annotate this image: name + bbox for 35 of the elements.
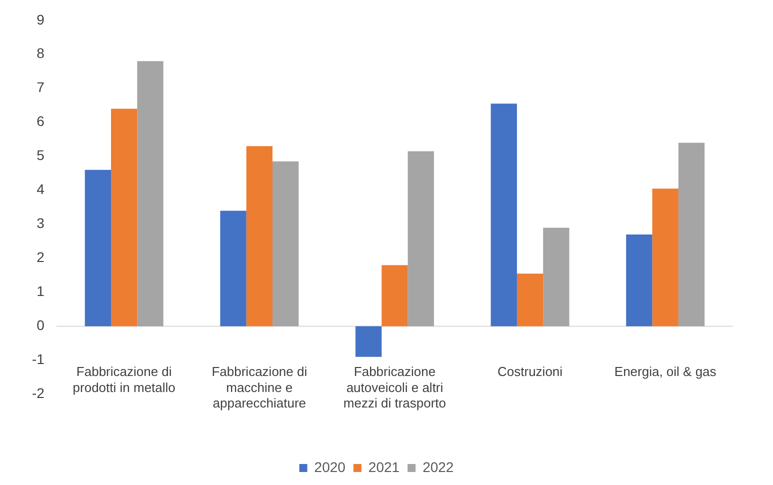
bar bbox=[84, 170, 112, 326]
bar bbox=[111, 108, 138, 326]
bar bbox=[382, 265, 408, 326]
y-tick-label: 7 bbox=[36, 79, 45, 96]
bar bbox=[543, 228, 570, 326]
y-tick-label: 4 bbox=[36, 181, 45, 198]
y-tick-label: -1 bbox=[32, 351, 45, 368]
y-tick-label: 6 bbox=[36, 113, 45, 130]
x-tick-label: Fabbricazione autoveicoli e altri mezzi di trasporto bbox=[343, 364, 446, 410]
x-tick-label: Costruzioni bbox=[498, 364, 563, 380]
bar bbox=[355, 326, 382, 357]
bar bbox=[137, 61, 164, 326]
y-tick-label: 2 bbox=[36, 249, 45, 266]
bar bbox=[220, 210, 246, 326]
bar bbox=[516, 274, 544, 326]
legend-label: 2020 bbox=[314, 458, 346, 475]
y-tick-label: -2 bbox=[32, 385, 45, 402]
y-tick-label: 3 bbox=[36, 215, 45, 232]
x-tick-label: Fabbricazione di macchine e apparecchiature bbox=[212, 364, 308, 410]
y-tick-label: 9 bbox=[36, 11, 45, 28]
x-tick-label: Fabbricazione di prodotti in metallo bbox=[72, 364, 176, 395]
y-tick-label: 0 bbox=[36, 317, 45, 334]
bar bbox=[246, 146, 272, 326]
bar bbox=[678, 142, 705, 326]
legend-label: 2021 bbox=[368, 458, 400, 475]
y-tick-label: 5 bbox=[36, 147, 45, 164]
bar bbox=[272, 161, 299, 326]
y-tick-label: 8 bbox=[36, 45, 45, 62]
legend-label: 2022 bbox=[422, 458, 454, 475]
x-tick-label: Energia, oil & gas bbox=[614, 364, 717, 380]
bar bbox=[652, 188, 678, 326]
bar bbox=[626, 234, 652, 326]
y-tick-label: 1 bbox=[36, 283, 45, 300]
bar bbox=[490, 104, 517, 326]
bar bbox=[408, 151, 434, 326]
